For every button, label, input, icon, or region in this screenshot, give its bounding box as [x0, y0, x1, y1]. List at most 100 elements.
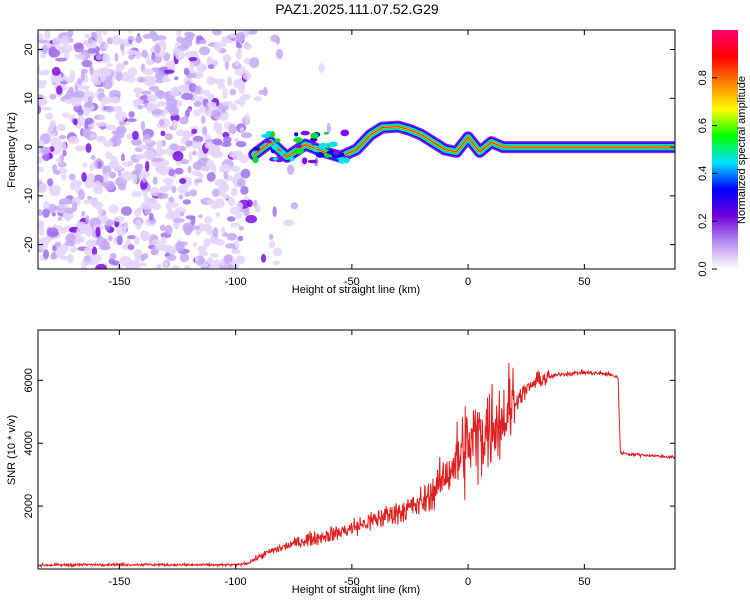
noise-blob	[105, 151, 113, 160]
noise-blob	[154, 55, 163, 64]
noise-blob	[38, 183, 48, 194]
noise-blob	[133, 87, 143, 94]
noise-blob	[142, 177, 147, 184]
noise-blob	[182, 131, 192, 138]
noise-blob	[200, 64, 208, 71]
trace-blob	[293, 143, 302, 148]
noise-blob	[134, 236, 140, 246]
noise-blob	[164, 133, 174, 141]
noise-blob	[58, 134, 67, 140]
noise-blob	[116, 225, 127, 237]
noise-blob	[83, 199, 90, 204]
noise-blob	[84, 117, 94, 125]
noise-blob	[154, 69, 164, 81]
trace-blob	[307, 159, 318, 164]
noise-blob	[227, 216, 236, 222]
noise-blob	[243, 30, 251, 34]
noise-blob	[193, 100, 202, 108]
noise-blob	[115, 70, 123, 82]
noise-blob	[200, 166, 209, 172]
colorbar-label: Normalized spectral amplitude	[736, 76, 748, 224]
noise-blob	[97, 207, 103, 216]
noise-blob	[206, 172, 216, 182]
noise-blob	[136, 144, 149, 150]
noise-blob	[221, 36, 227, 47]
noise-blob	[78, 189, 85, 201]
snr-panel: -150 -100 -50 0 50 2000 4000 6000 Height of st…	[6, 329, 676, 596]
noise-blob	[74, 53, 86, 60]
noise-blob	[160, 112, 165, 118]
noise-blob	[142, 68, 155, 76]
noise-blob	[38, 166, 45, 173]
noise-blob	[192, 242, 198, 247]
noise-blob	[131, 130, 139, 140]
noise-blob	[246, 199, 253, 208]
noise-blob	[113, 165, 124, 171]
noise-blob	[221, 101, 233, 106]
noise-blob	[89, 64, 94, 76]
noise-blob	[73, 90, 86, 99]
noise-blob	[92, 180, 103, 191]
noise-blob	[203, 89, 211, 96]
noise-blob	[137, 76, 146, 83]
trace-blob	[275, 155, 284, 163]
noise-blob	[191, 170, 201, 177]
noise-blob	[269, 240, 276, 249]
noise-blob	[73, 42, 84, 53]
noise-blob	[132, 99, 144, 105]
snr-frame	[37, 329, 676, 570]
y-tick-label: 0	[23, 144, 35, 150]
noise-blob	[223, 254, 233, 264]
noise-blob	[95, 30, 102, 37]
noise-blob	[91, 246, 98, 257]
noise-blob	[63, 213, 70, 219]
noise-blob	[60, 141, 67, 152]
spectrogram-y-label: Frequency (Hz)	[6, 112, 18, 188]
noise-blob	[103, 180, 115, 191]
noise-blob	[70, 179, 82, 188]
noise-blob	[156, 101, 167, 107]
noise-blob	[199, 39, 207, 45]
noise-blob	[40, 147, 51, 154]
noise-blob	[180, 159, 190, 165]
noise-blob	[89, 133, 96, 139]
noise-blob	[141, 49, 148, 58]
noise-blob	[77, 78, 82, 85]
noise-blob	[95, 226, 101, 238]
noise-blob	[168, 196, 175, 203]
noise-blob	[145, 58, 154, 66]
x-tick-label: -50	[344, 276, 360, 288]
trace-blob	[338, 157, 347, 164]
trace-blob	[293, 137, 304, 143]
noise-blob	[188, 73, 197, 79]
noise-blob	[67, 253, 74, 264]
noise-blob	[96, 136, 105, 142]
noise-blob	[127, 39, 133, 44]
noise-blob	[62, 112, 70, 118]
noise-blob	[192, 135, 204, 143]
noise-blob	[178, 194, 184, 200]
noise-blob	[184, 51, 197, 59]
noise-blob	[217, 83, 226, 90]
noise-blob	[154, 89, 164, 97]
noise-blob	[135, 154, 144, 160]
noise-blob	[95, 263, 107, 269]
noise-blob	[70, 97, 82, 107]
noise-blob	[161, 244, 174, 252]
noise-blob	[137, 262, 147, 267]
trace-blob	[274, 138, 281, 143]
noise-blob	[290, 202, 299, 210]
noise-blob	[65, 233, 76, 244]
noise-blob	[165, 201, 171, 211]
noise-blob	[156, 263, 162, 269]
noise-blob	[122, 60, 129, 65]
trace-blob	[270, 131, 275, 138]
trace-blob	[312, 148, 317, 152]
noise-blob	[149, 186, 160, 197]
noise-blob	[150, 249, 156, 256]
noise-blob	[188, 57, 198, 62]
noise-blob	[134, 163, 144, 172]
noise-blob	[98, 115, 106, 120]
noise-blob	[151, 203, 162, 211]
noise-blob	[108, 204, 119, 214]
